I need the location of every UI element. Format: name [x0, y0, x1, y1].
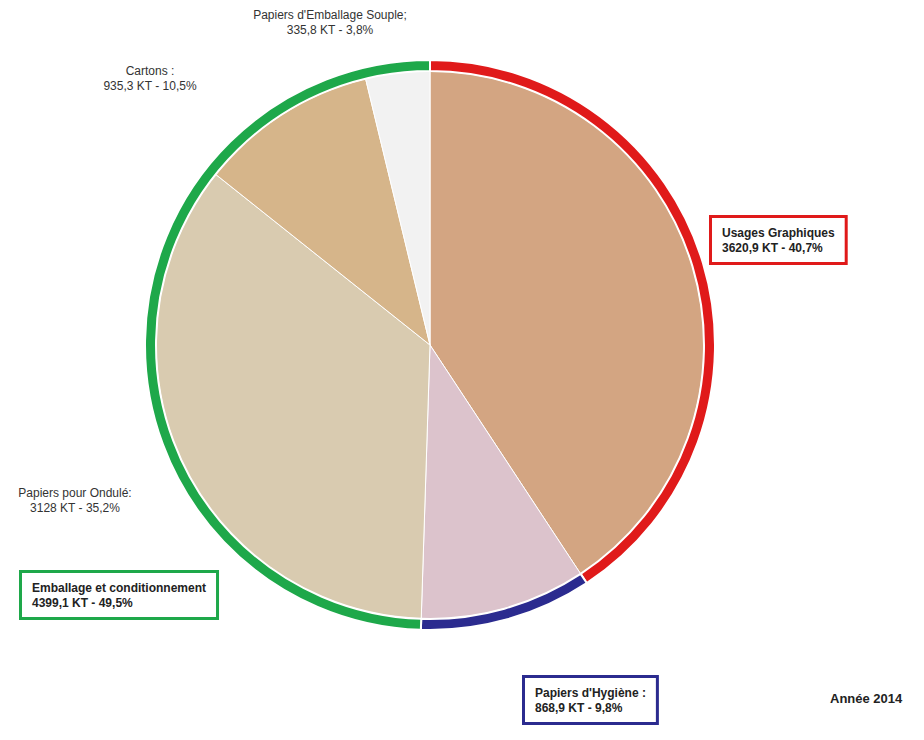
- svg-text:Année 2014: Année 2014: [830, 691, 903, 706]
- svg-text:868,9 KT - 9,8%: 868,9 KT - 9,8%: [535, 701, 623, 715]
- svg-text:Papiers d'Emballage Souple;: Papiers d'Emballage Souple;: [253, 8, 407, 22]
- svg-text:3620,9 KT - 40,7%: 3620,9 KT - 40,7%: [722, 241, 823, 255]
- svg-text:Cartons :: Cartons :: [126, 64, 175, 78]
- svg-text:Usages Graphiques: Usages Graphiques: [722, 226, 835, 240]
- svg-text:4399,1 KT - 49,5%: 4399,1 KT - 49,5%: [32, 596, 133, 610]
- svg-text:935,3 KT - 10,5%: 935,3 KT - 10,5%: [103, 79, 197, 93]
- svg-text:3128 KT - 35,2%: 3128 KT - 35,2%: [30, 501, 120, 515]
- svg-text:Papiers d'Hygiène :: Papiers d'Hygiène :: [535, 686, 646, 700]
- svg-text:Emballage et conditionnement: Emballage et conditionnement: [32, 581, 206, 595]
- svg-text:Papiers pour Ondulé:: Papiers pour Ondulé:: [18, 486, 131, 500]
- svg-text:335,8 KT - 3,8%: 335,8 KT - 3,8%: [287, 23, 374, 37]
